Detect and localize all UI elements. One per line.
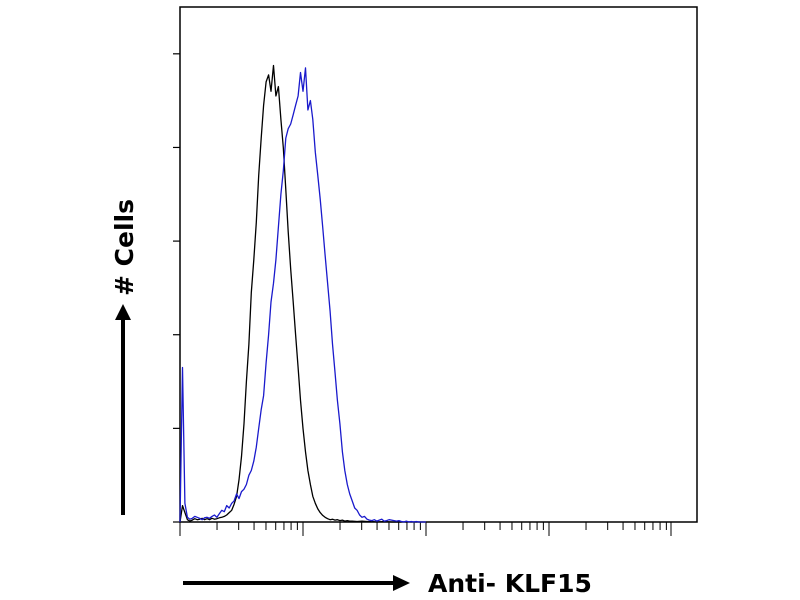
x-axis-ticks <box>179 522 672 536</box>
y-axis-ticks <box>173 53 180 523</box>
y-axis-label: # Cells <box>110 199 139 296</box>
plot-frame <box>179 6 698 523</box>
series-line-blue <box>179 67 426 523</box>
y-axis-arrow-head <box>115 304 131 320</box>
x-axis-arrow-head <box>393 575 410 591</box>
series-line-black <box>179 64 402 523</box>
series-layer <box>179 64 426 523</box>
x-axis-label: Anti- KLF15 <box>428 569 592 598</box>
